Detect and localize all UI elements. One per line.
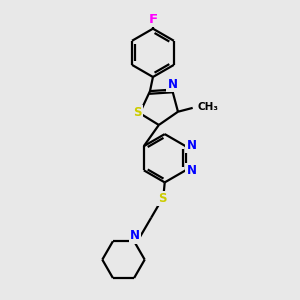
Text: S: S [133, 106, 142, 119]
Text: N: N [187, 139, 196, 152]
Text: N: N [187, 164, 196, 177]
Text: F: F [148, 13, 158, 26]
Text: CH₃: CH₃ [197, 102, 218, 112]
Text: S: S [158, 192, 166, 205]
Text: N: N [168, 78, 178, 91]
Text: N: N [130, 230, 140, 242]
